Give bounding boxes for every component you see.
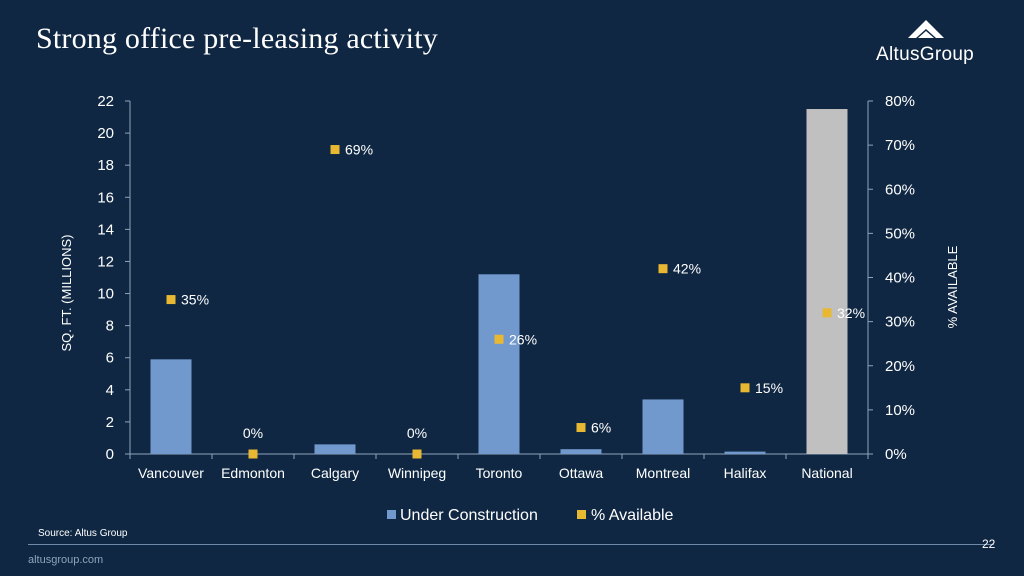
x-tick-label: National	[801, 465, 852, 481]
marker-point	[658, 264, 668, 274]
marker-point	[576, 423, 586, 433]
marker-point	[822, 308, 832, 318]
x-tick-label: Vancouver	[138, 465, 204, 481]
x-tick-label: Winnipeg	[388, 465, 446, 481]
data-label: 15%	[755, 380, 783, 396]
legend-swatch-bar	[387, 510, 396, 519]
y-right-tick-label: 10%	[885, 402, 915, 419]
data-label: 6%	[591, 420, 611, 436]
marker-point	[330, 145, 340, 155]
y-tick-label: 18	[97, 157, 114, 174]
pre-leasing-chart: 0 2 4 6 8 10 12 14 16 18 20 22 0% 10% 20% 30% 40% 50% 60% 7…	[59, 93, 960, 524]
y-tick-label: 20	[97, 125, 114, 142]
y-right-tick-label: 20%	[885, 358, 915, 375]
y-right-tick-label: 80%	[885, 93, 915, 110]
altus-group-logo: AltusGroup	[868, 18, 998, 70]
data-label: 26%	[509, 331, 537, 347]
data-label: 0%	[243, 425, 263, 441]
y-axis-title: SQ. FT. (MILLIONS)	[59, 234, 74, 351]
source-note: Source: Altus Group	[38, 528, 128, 539]
y-tick-label: 16	[97, 189, 114, 206]
x-tick-label: Montreal	[636, 465, 690, 481]
y-axis-right-title: % AVAILABLE	[945, 245, 960, 328]
data-label: 69%	[345, 142, 373, 158]
y-tick-label: 12	[97, 253, 114, 270]
bar	[150, 359, 192, 454]
y-tick-label: 4	[106, 382, 114, 399]
bar	[724, 451, 766, 454]
y-tick-label: 2	[106, 414, 114, 431]
bar	[806, 109, 848, 454]
data-label: 32%	[837, 305, 865, 321]
marker-point	[740, 383, 750, 393]
x-tick-label: Halifax	[724, 465, 767, 481]
bar	[478, 274, 520, 454]
y-right-tick-label: 70%	[885, 137, 915, 154]
y-right-tick-label: 60%	[885, 181, 915, 198]
page-number: 22	[982, 537, 996, 551]
y-right-tick-label: 30%	[885, 314, 915, 331]
legend-label: Under Construction	[400, 507, 538, 524]
footer-divider	[28, 544, 994, 545]
bar	[642, 399, 684, 454]
logo-mountain-icon	[908, 20, 944, 38]
y-tick-label: 10	[97, 286, 114, 303]
legend-swatch-marker	[577, 510, 586, 519]
marker-point	[494, 334, 504, 344]
bar	[560, 449, 602, 454]
footer-url: altusgroup.com	[28, 554, 104, 566]
y-tick-label: 0	[106, 446, 114, 463]
marker-point	[166, 295, 176, 305]
logo-text: AltusGroup	[876, 44, 975, 65]
slide-title: Strong office pre-leasing activity	[36, 22, 438, 55]
y-right-tick-label: 50%	[885, 225, 915, 242]
data-label: 0%	[407, 425, 427, 441]
x-tick-label: Edmonton	[221, 465, 285, 481]
bar	[314, 444, 356, 454]
x-tick-label: Ottawa	[559, 465, 604, 481]
marker-point	[248, 449, 258, 459]
data-label: 42%	[673, 261, 701, 277]
x-tick-label: Calgary	[311, 465, 359, 481]
marker-point	[412, 449, 422, 459]
y-tick-label: 14	[97, 221, 114, 238]
y-right-tick-label: 40%	[885, 270, 915, 287]
y-tick-label: 6	[106, 350, 114, 367]
legend-label: % Available	[591, 507, 674, 524]
y-tick-label: 8	[106, 318, 114, 335]
y-right-tick-label: 0%	[885, 446, 907, 463]
data-label: 35%	[181, 292, 209, 308]
y-tick-label: 22	[97, 93, 114, 110]
x-tick-label: Toronto	[476, 465, 523, 481]
